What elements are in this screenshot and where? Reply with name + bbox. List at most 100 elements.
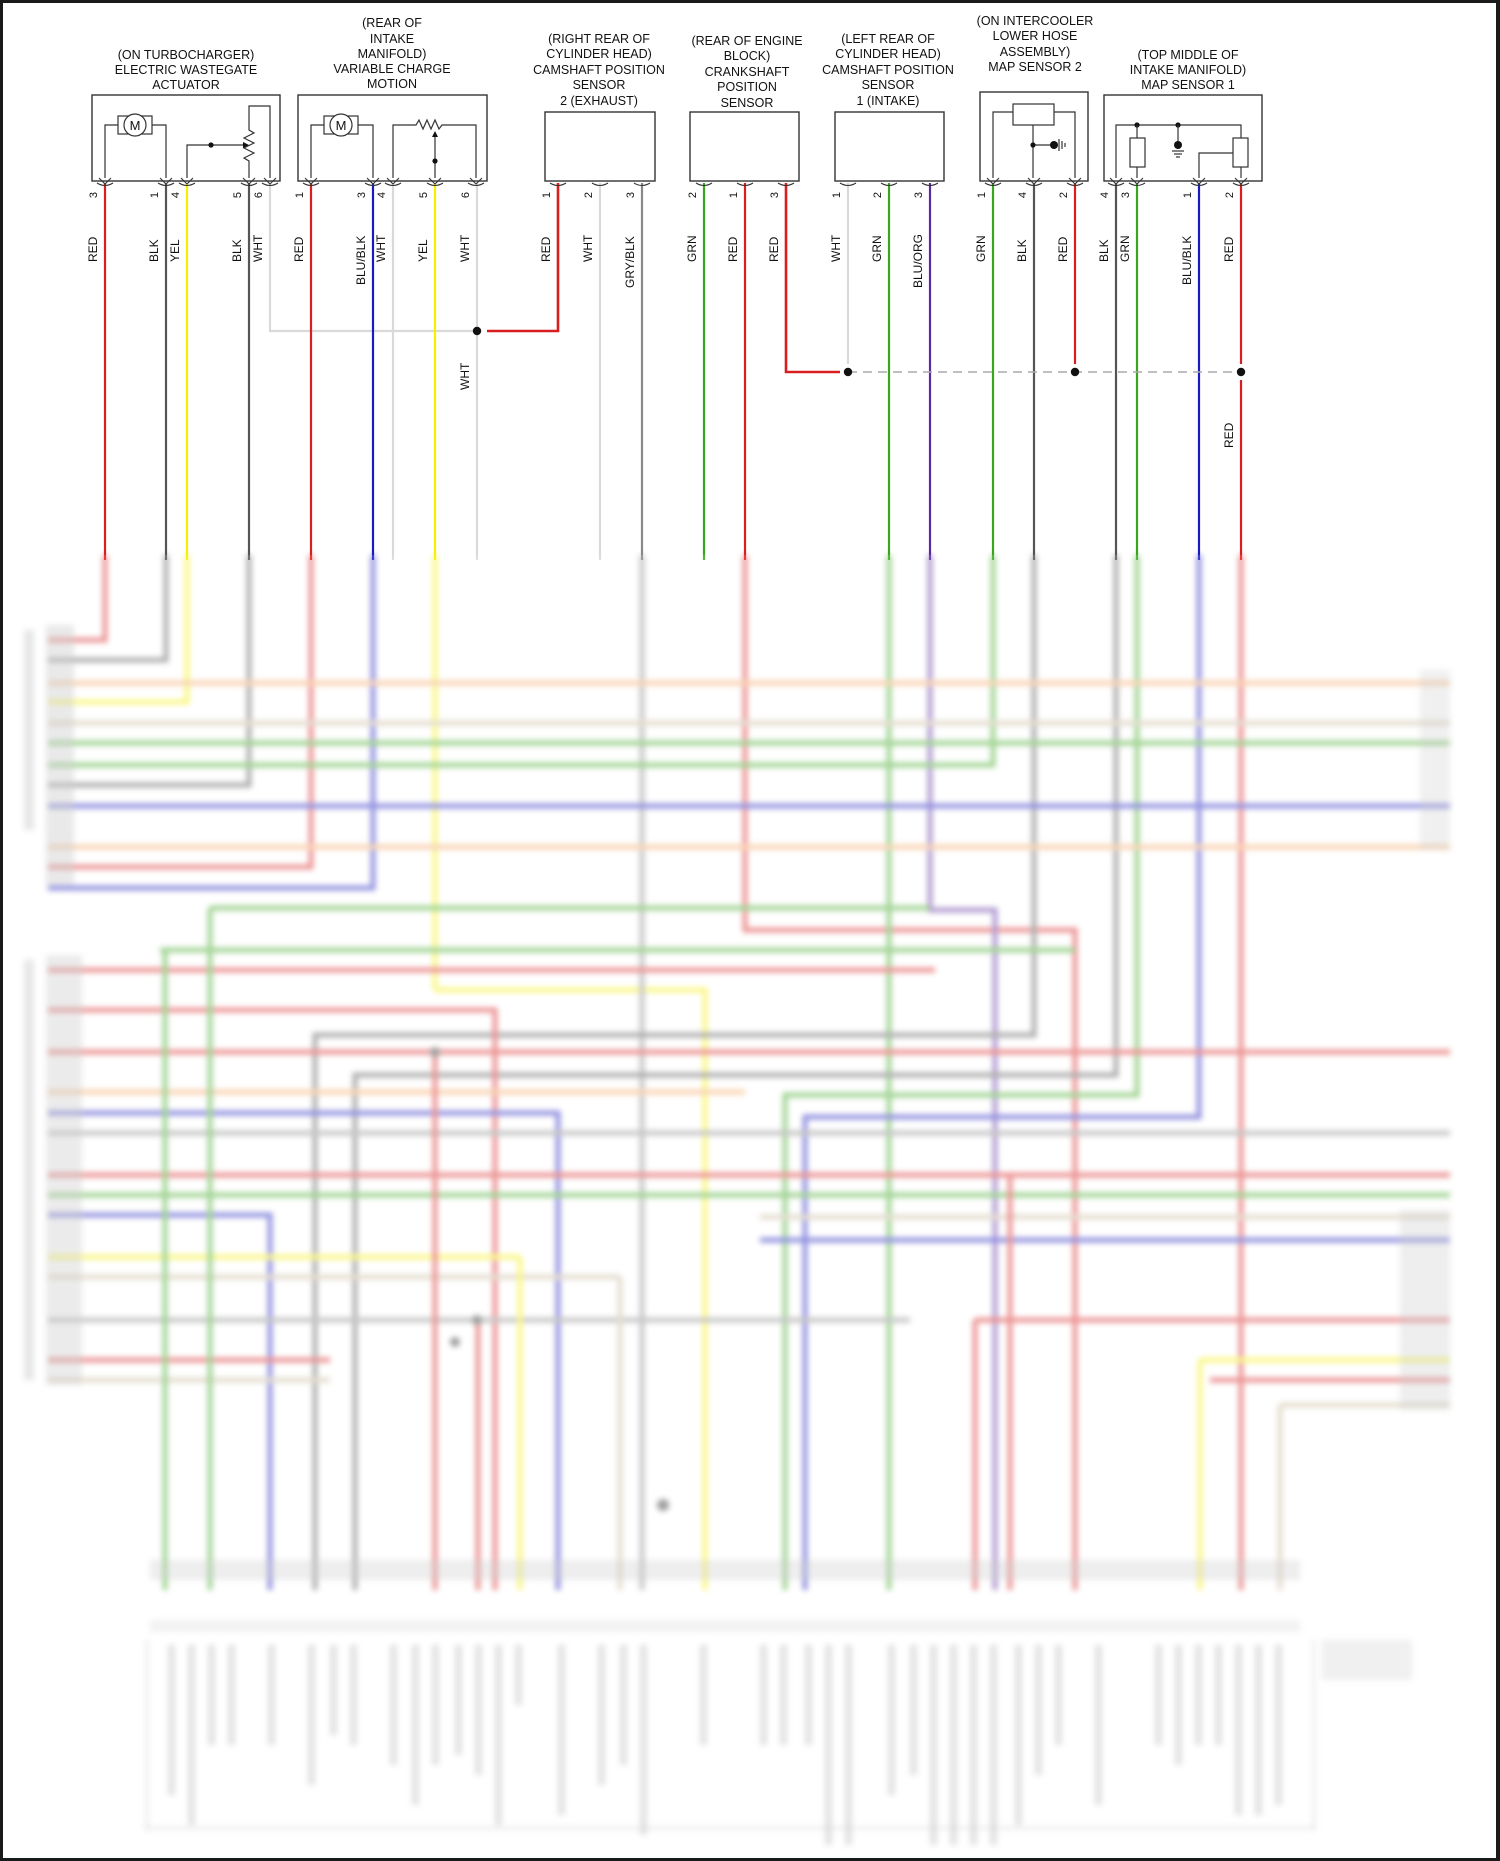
svg-text:BLK: BLK — [147, 239, 161, 262]
svg-text:YEL: YEL — [416, 239, 430, 262]
svg-text:ASSEMBLY): ASSEMBLY) — [1000, 45, 1071, 59]
component-camshaft-sensor-1 — [834, 111, 945, 182]
svg-text:(ON INTERCOOLER: (ON INTERCOOLER — [977, 14, 1094, 28]
component-map-sensor-1 — [1103, 94, 1263, 182]
svg-text:2: 2 — [1058, 192, 1070, 198]
svg-text:RED: RED — [539, 236, 553, 262]
svg-text:BLOCK): BLOCK) — [724, 49, 771, 63]
svg-text:CRANKSHAFT: CRANKSHAFT — [705, 65, 790, 79]
svg-text:4: 4 — [1017, 192, 1029, 198]
svg-text:3: 3 — [88, 192, 100, 198]
svg-text:RED: RED — [292, 236, 306, 262]
svg-text:WHT: WHT — [251, 234, 265, 262]
svg-text:RED: RED — [1222, 236, 1236, 262]
svg-text:(ON TURBOCHARGER): (ON TURBOCHARGER) — [118, 48, 255, 62]
svg-text:CAMSHAFT POSITION: CAMSHAFT POSITION — [533, 63, 665, 77]
title-map1: (TOP MIDDLE OF INTAKE MANIFOLD) MAP SENS… — [1130, 48, 1246, 92]
red-splice-label: RED — [1222, 422, 1236, 448]
ground-icon — [1174, 141, 1182, 149]
svg-text:1: 1 — [1182, 192, 1194, 198]
svg-text:BLU/BLK: BLU/BLK — [1180, 236, 1194, 285]
ground-icon — [1050, 141, 1058, 149]
motor-icon: M — [310, 113, 374, 178]
svg-text:INTAKE: INTAKE — [370, 32, 414, 46]
svg-text:M: M — [336, 118, 347, 133]
svg-text:BLU/BLK: BLU/BLK — [354, 236, 368, 285]
svg-text:CYLINDER HEAD): CYLINDER HEAD) — [546, 47, 652, 61]
svg-text:BLK: BLK — [230, 239, 244, 262]
svg-text:RED: RED — [726, 236, 740, 262]
svg-text:(TOP MIDDLE OF: (TOP MIDDLE OF — [1138, 48, 1239, 62]
blurred-lower-diagram — [24, 555, 1450, 1845]
svg-text:SENSOR: SENSOR — [573, 78, 626, 92]
title-ckp: (REAR OF ENGINE BLOCK) CRANKSHAFT POSITI… — [691, 34, 802, 110]
svg-text:4: 4 — [376, 192, 388, 198]
svg-text:1: 1 — [831, 192, 843, 198]
svg-text:ACTUATOR: ACTUATOR — [152, 78, 220, 92]
svg-text:1: 1 — [294, 192, 306, 198]
component-map-sensor-2 — [979, 91, 1089, 182]
svg-text:3: 3 — [625, 192, 637, 198]
svg-text:3: 3 — [356, 192, 368, 198]
wires — [103, 183, 1243, 560]
svg-text:2: 2 — [687, 192, 699, 198]
svg-text:RED: RED — [1056, 236, 1070, 262]
svg-text:ELECTRIC WASTEGATE: ELECTRIC WASTEGATE — [115, 63, 257, 77]
svg-text:3: 3 — [1120, 192, 1132, 198]
svg-text:CYLINDER HEAD): CYLINDER HEAD) — [835, 47, 941, 61]
svg-text:LOWER HOSE: LOWER HOSE — [993, 29, 1078, 43]
svg-text:2: 2 — [1224, 192, 1236, 198]
svg-text:BLK: BLK — [1015, 239, 1029, 262]
svg-text:GRN: GRN — [974, 235, 988, 262]
svg-text:2: 2 — [872, 192, 884, 198]
svg-text:1: 1 — [149, 192, 161, 198]
component-wastegate: M — [91, 94, 281, 182]
potentiometer-icon — [392, 118, 477, 178]
svg-text:MAP SENSOR 1: MAP SENSOR 1 — [1141, 78, 1235, 92]
title-map2: (ON INTERCOOLER LOWER HOSE ASSEMBLY) MAP… — [977, 14, 1094, 74]
title-cmp2: (RIGHT REAR OF CYLINDER HEAD) CAMSHAFT P… — [533, 32, 665, 108]
svg-text:SENSOR: SENSOR — [862, 78, 915, 92]
svg-text:1: 1 — [976, 192, 988, 198]
component-crankshaft-sensor — [689, 111, 800, 182]
svg-text:RED: RED — [767, 236, 781, 262]
svg-text:6: 6 — [460, 192, 472, 198]
svg-text:4: 4 — [1099, 192, 1111, 198]
svg-text:2: 2 — [583, 192, 595, 198]
svg-text:VARIABLE CHARGE: VARIABLE CHARGE — [333, 62, 450, 76]
svg-text:6: 6 — [253, 192, 265, 198]
wht-splice-label: WHT — [458, 362, 472, 390]
pin-numbers: 3 1 4 5 6 1 3 4 5 6 1 2 3 2 1 3 1 2 3 1 … — [88, 192, 1236, 198]
svg-text:WHT: WHT — [581, 234, 595, 262]
svg-text:MAP SENSOR 2: MAP SENSOR 2 — [988, 60, 1082, 74]
svg-text:MANIFOLD): MANIFOLD) — [358, 47, 427, 61]
svg-text:CAMSHAFT POSITION: CAMSHAFT POSITION — [822, 63, 954, 77]
title-wastegate: (ON TURBOCHARGER) ELECTRIC WASTEGATE ACT… — [115, 48, 257, 92]
title-vcm: (REAR OF INTAKE MANIFOLD) VARIABLE CHARG… — [333, 16, 450, 91]
svg-text:M: M — [130, 118, 141, 133]
svg-text:GRN: GRN — [870, 235, 884, 262]
svg-text:BLK: BLK — [1097, 239, 1111, 262]
svg-text:(REAR OF: (REAR OF — [362, 16, 422, 30]
svg-text:INTAKE MANIFOLD): INTAKE MANIFOLD) — [1130, 63, 1246, 77]
svg-text:POSITION: POSITION — [717, 80, 777, 94]
splice-dot — [472, 326, 482, 336]
blur-overlay — [3, 555, 1496, 1858]
svg-text:RED: RED — [86, 236, 100, 262]
svg-text:4: 4 — [170, 192, 182, 198]
svg-text:WHT: WHT — [374, 234, 388, 262]
splice-points — [472, 326, 1246, 377]
svg-text:SENSOR: SENSOR — [721, 96, 774, 110]
svg-text:GRN: GRN — [1118, 235, 1132, 262]
connector-terminals — [96, 177, 1250, 187]
potentiometer-icon — [186, 105, 271, 178]
splice-dot — [843, 367, 853, 377]
svg-text:(REAR OF ENGINE: (REAR OF ENGINE — [691, 34, 802, 48]
title-cmp1: (LEFT REAR OF CYLINDER HEAD) CAMSHAFT PO… — [822, 32, 954, 108]
component-variable-charge-motion: M — [297, 94, 488, 182]
svg-text:(LEFT REAR OF: (LEFT REAR OF — [841, 32, 935, 46]
svg-text:BLU/ORG: BLU/ORG — [911, 234, 925, 288]
svg-text:1: 1 — [728, 192, 740, 198]
svg-text:3: 3 — [769, 192, 781, 198]
